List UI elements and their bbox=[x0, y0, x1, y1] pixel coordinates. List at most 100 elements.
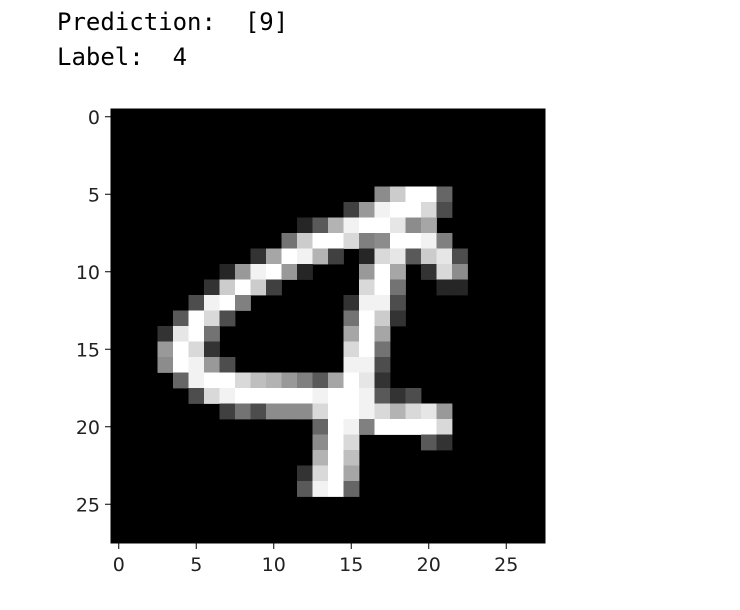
pixel-cell bbox=[219, 372, 236, 389]
pixel-cell bbox=[421, 186, 437, 203]
pixel-cell bbox=[359, 403, 375, 420]
pixel-cell bbox=[436, 419, 453, 435]
y-tick-label: 25 bbox=[76, 494, 100, 516]
pixel-cell bbox=[173, 357, 189, 373]
pixel-cell bbox=[281, 372, 298, 389]
pixel-cell bbox=[204, 279, 220, 296]
pixel-cell bbox=[297, 217, 313, 234]
pixel-cell bbox=[173, 341, 189, 358]
pixel-cell bbox=[421, 434, 437, 451]
pixel-cell bbox=[204, 357, 220, 373]
pixel-cell bbox=[421, 419, 437, 435]
pixel-cell bbox=[281, 264, 298, 280]
pixel-cell bbox=[374, 248, 391, 265]
pixel-cell bbox=[359, 357, 375, 373]
pixel-cell bbox=[157, 357, 174, 373]
pixel-cell bbox=[250, 388, 267, 404]
pixel-cell bbox=[359, 279, 375, 296]
y-tick-label: 10 bbox=[76, 262, 100, 284]
pixel-cell bbox=[312, 233, 329, 249]
pixel-cell bbox=[328, 372, 344, 389]
pixel-cell bbox=[359, 248, 375, 265]
pixel-cell bbox=[297, 372, 313, 389]
pixel-cell bbox=[421, 217, 437, 234]
pixel-cell bbox=[188, 310, 205, 327]
pixel-cell bbox=[405, 248, 422, 265]
pixel-cell bbox=[343, 357, 360, 373]
pixel-cell bbox=[328, 465, 344, 482]
x-tick-label: 10 bbox=[262, 554, 286, 576]
pixel-cell bbox=[390, 248, 406, 265]
y-tick-label: 0 bbox=[88, 107, 100, 129]
pixel-cell bbox=[235, 279, 251, 296]
pixel-cell bbox=[266, 372, 282, 389]
pixel-cell bbox=[452, 279, 468, 296]
pixel-cell bbox=[343, 202, 360, 218]
pixel-cell bbox=[250, 248, 267, 265]
pixel-cell bbox=[281, 403, 298, 420]
pixel-cell bbox=[188, 341, 205, 358]
pixel-cell bbox=[219, 403, 236, 420]
pixel-cell bbox=[297, 233, 313, 249]
pixel-cell bbox=[204, 372, 220, 389]
pixel-cell bbox=[359, 217, 375, 234]
pixel-cell bbox=[312, 434, 329, 451]
label-label: Label: bbox=[57, 43, 144, 71]
pixel-cell bbox=[390, 310, 406, 327]
pixel-cell bbox=[390, 295, 406, 311]
pixel-cell bbox=[250, 279, 267, 296]
pixel-cell bbox=[374, 372, 391, 389]
pixel-cell bbox=[328, 450, 344, 466]
pixel-cell bbox=[374, 264, 391, 280]
prediction-line: Prediction: [9] bbox=[57, 7, 288, 37]
ticks-layer: 0 5 10 15 20 25 0 5 10 15 20 25 bbox=[76, 107, 519, 576]
pixel-cell bbox=[173, 372, 189, 389]
pixel-cell bbox=[359, 419, 375, 435]
y-tick-label: 5 bbox=[88, 184, 100, 206]
label-value: 4 bbox=[172, 43, 188, 71]
pixel-cell bbox=[297, 264, 313, 280]
pixel-cell bbox=[204, 341, 220, 358]
pixel-cell bbox=[266, 388, 282, 404]
pixel-cell bbox=[281, 388, 298, 404]
pixel-cell bbox=[157, 341, 174, 358]
pixel-cell bbox=[219, 279, 236, 296]
image-layer bbox=[111, 109, 545, 543]
pixel-cell bbox=[250, 403, 267, 420]
pixel-cell bbox=[312, 248, 329, 265]
pixel-cell bbox=[405, 233, 422, 249]
pixel-cell bbox=[359, 341, 375, 358]
pixel-cell bbox=[374, 186, 391, 203]
pixel-cell bbox=[390, 202, 406, 218]
pixel-cell bbox=[343, 481, 360, 497]
pixel-cell bbox=[359, 202, 375, 218]
pixel-cell bbox=[266, 264, 282, 280]
pixel-cell bbox=[312, 217, 329, 234]
pixel-cell bbox=[235, 264, 251, 280]
pixel-cell bbox=[436, 403, 453, 420]
pixel-cell bbox=[452, 264, 468, 280]
pixel-cell bbox=[343, 233, 360, 249]
pixel-cell bbox=[374, 388, 391, 404]
pixel-cell bbox=[421, 248, 437, 265]
pixel-cell bbox=[219, 357, 236, 373]
pixel-cell bbox=[390, 217, 406, 234]
pixel-cell bbox=[421, 233, 437, 249]
pixel-cell bbox=[250, 372, 267, 389]
pixel-cell bbox=[157, 326, 174, 342]
pixel-cell bbox=[390, 186, 406, 203]
pixel-cell bbox=[297, 248, 313, 265]
pixel-cell bbox=[343, 295, 360, 311]
pixel-cell bbox=[328, 233, 344, 249]
pixel-cell bbox=[343, 450, 360, 466]
pixel-cell bbox=[235, 388, 251, 404]
pixel-cell bbox=[359, 233, 375, 249]
pixel-cell bbox=[452, 248, 468, 265]
pixel-cell bbox=[188, 326, 205, 342]
pixel-cell bbox=[374, 403, 391, 420]
pixel-cell bbox=[312, 419, 329, 435]
x-tick-label: 0 bbox=[113, 554, 125, 576]
pixel-cell bbox=[421, 264, 437, 280]
pixel-cell bbox=[204, 326, 220, 342]
